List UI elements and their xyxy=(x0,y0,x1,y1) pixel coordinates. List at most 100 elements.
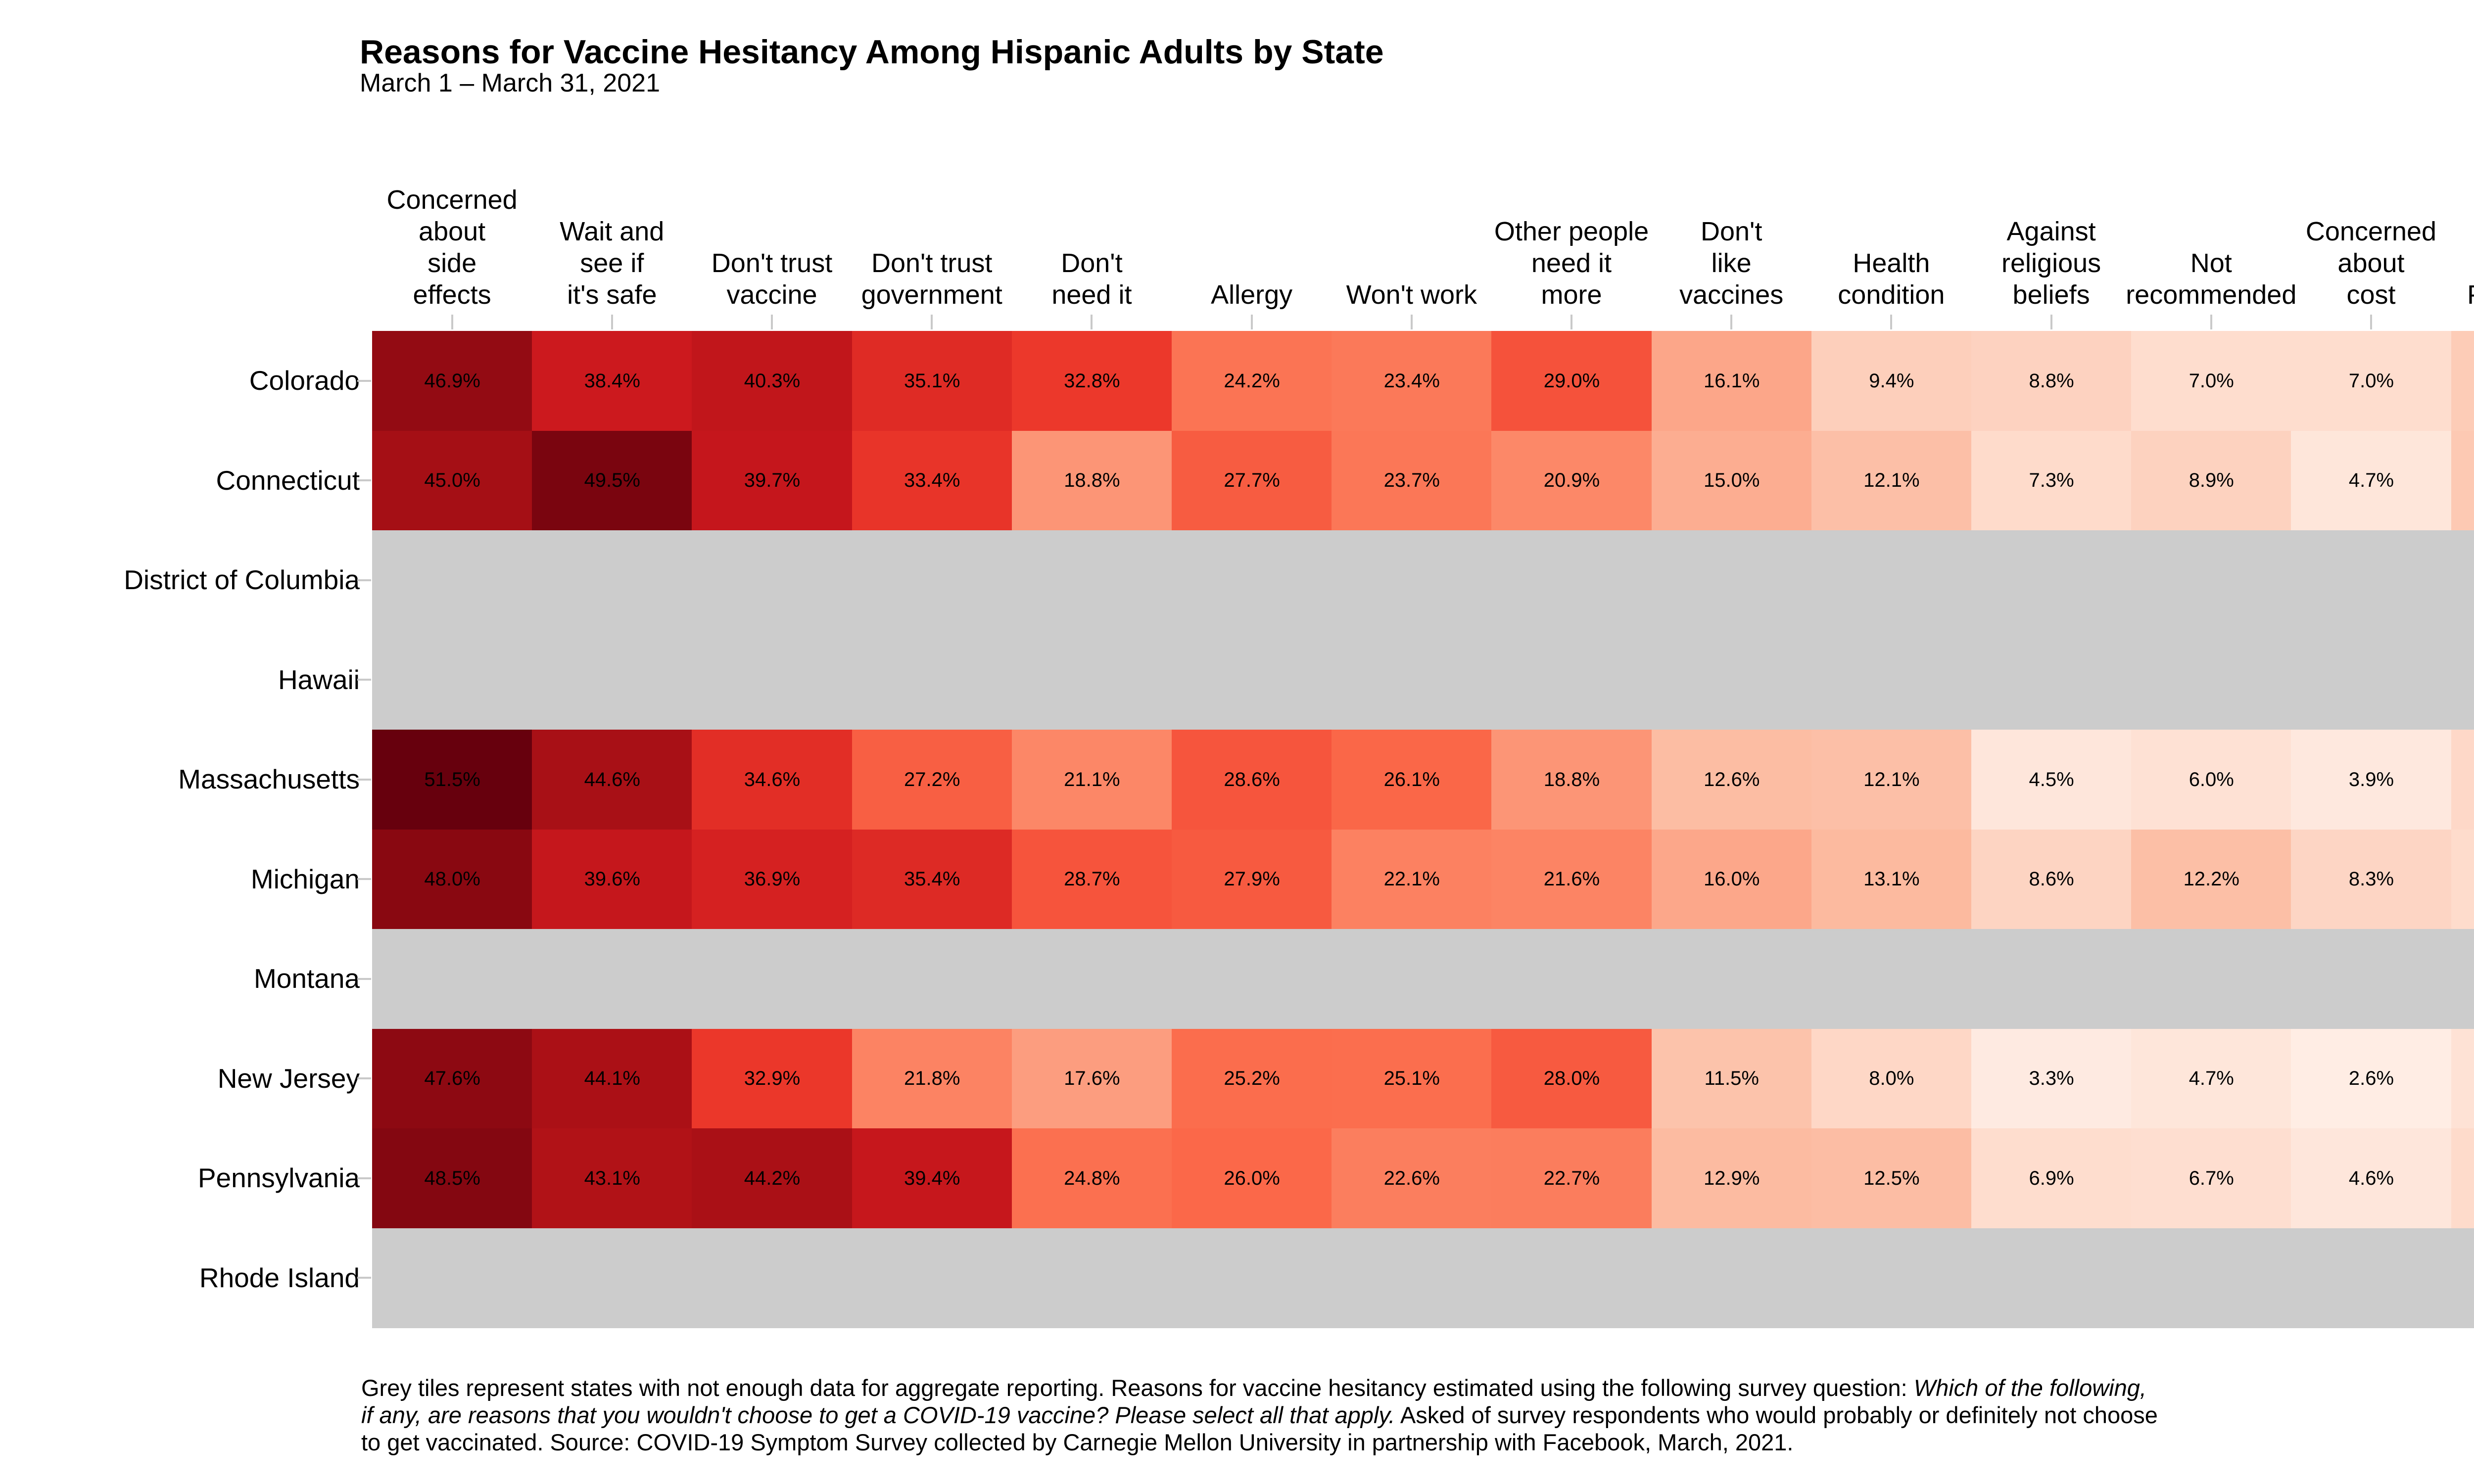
heatmap-cell: 7.0% xyxy=(2291,331,2452,431)
heatmap-cell xyxy=(2131,929,2292,1029)
heatmap-cell: 12.9% xyxy=(1651,1128,1812,1229)
heatmap-cell xyxy=(1811,630,1972,730)
heatmap-cell: 36.9% xyxy=(692,829,853,929)
heatmap-cell: 22.7% xyxy=(1491,1128,1652,1229)
row-label: Montana xyxy=(253,963,360,994)
heatmap-cell: 24.8% xyxy=(1011,1128,1172,1229)
heatmap-cell xyxy=(1651,530,1812,631)
column-header: Don't like vaccines xyxy=(1679,217,1784,310)
top-axis-tick xyxy=(1250,315,1253,329)
row-label: Massachusetts xyxy=(178,764,360,794)
heatmap-cell xyxy=(1651,630,1812,730)
heatmap-cell: 6.0% xyxy=(2131,730,2292,830)
heatmap-cell: 4.6% xyxy=(2291,1128,2452,1229)
heatmap-cell xyxy=(372,929,533,1029)
heatmap-cell xyxy=(2131,1228,2292,1328)
heatmap-cell xyxy=(532,929,693,1029)
heatmap-cell xyxy=(1172,530,1332,631)
heatmap-cell xyxy=(2291,530,2452,631)
heatmap-cell xyxy=(1011,630,1172,730)
heatmap-cell xyxy=(2451,929,2474,1029)
left-axis-tick xyxy=(357,1077,371,1080)
heatmap-cell: 18.8% xyxy=(1491,730,1652,830)
top-axis-tick xyxy=(1730,315,1733,329)
left-axis-tick xyxy=(357,778,371,781)
heatmap-cell xyxy=(372,530,533,631)
heatmap-cell: 39.7% xyxy=(692,430,853,531)
heatmap-cell xyxy=(1971,630,2132,730)
heatmap-cell xyxy=(1651,929,1812,1029)
top-axis-tick xyxy=(771,315,773,329)
heatmap-cell: 48.5% xyxy=(372,1128,533,1229)
chart-subtitle: March 1 – March 31, 2021 xyxy=(360,69,660,97)
heatmap-cell xyxy=(2131,530,2292,631)
footnote-question-text: if any, are reasons that you wouldn't ch… xyxy=(361,1402,1395,1428)
heatmap-cell: 6.9% xyxy=(1971,1128,2132,1229)
top-axis-tick xyxy=(1091,315,1093,329)
heatmap-cell: 28.0% xyxy=(1491,1028,1652,1129)
heatmap-cell xyxy=(1971,929,2132,1029)
heatmap-cell: 25.2% xyxy=(1172,1028,1332,1129)
column-header: Not recommended xyxy=(2126,248,2297,310)
heatmap-cell: 21.6% xyxy=(1491,829,1652,929)
left-axis-tick xyxy=(357,977,371,980)
heatmap-cell: 44.1% xyxy=(532,1028,693,1129)
heatmap-cell: 7.3% xyxy=(2451,1128,2474,1229)
heatmap-cell xyxy=(532,1228,693,1328)
heatmap-cell: 7.3% xyxy=(1971,430,2132,531)
heatmap-cell xyxy=(1811,929,1972,1029)
heatmap-cell: 22.1% xyxy=(1332,829,1492,929)
chart-title: Reasons for Vaccine Hesitancy Among Hisp… xyxy=(360,33,1384,71)
heatmap-cell: 12.1% xyxy=(1811,730,1972,830)
heatmap-cell: 3.9% xyxy=(2291,730,2452,830)
column-header: Don't need it xyxy=(1051,248,1132,310)
column-header: Won't work xyxy=(1346,280,1477,310)
heatmap-cell xyxy=(1172,929,1332,1029)
row-label: Connecticut xyxy=(216,464,360,496)
heatmap-cell: 27.9% xyxy=(1172,829,1332,929)
heatmap-cell: 33.4% xyxy=(852,430,1012,531)
top-axis-tick xyxy=(931,315,933,329)
heatmap-cell: 12.2% xyxy=(2131,829,2292,929)
heatmap-cell: 26.1% xyxy=(1332,730,1492,830)
heatmap-cell: 3.3% xyxy=(1971,1028,2132,1129)
heatmap-cell: 51.5% xyxy=(372,730,533,830)
column-header: Pregnancy xyxy=(2427,279,2474,311)
heatmap-cell: 43.1% xyxy=(532,1128,693,1229)
heatmap-cell: 8.8% xyxy=(1971,331,2132,431)
heatmap-cell: 29.0% xyxy=(1491,331,1652,431)
heatmap-cell xyxy=(852,630,1012,730)
heatmap-cell: 39.4% xyxy=(852,1128,1012,1229)
heatmap-cell xyxy=(1332,530,1492,631)
top-axis-tick xyxy=(2210,315,2212,329)
left-axis-tick xyxy=(357,1177,371,1179)
heatmap-cell xyxy=(692,530,853,631)
footnote-line: if any, are reasons that you wouldn't ch… xyxy=(361,1401,2158,1429)
heatmap-cell: 23.7% xyxy=(1332,430,1492,531)
heatmap-cell: 35.1% xyxy=(852,331,1012,431)
heatmap-cell xyxy=(1491,630,1652,730)
heatmap-cell xyxy=(852,1228,1012,1328)
heatmap-cell: 12.1% xyxy=(1811,430,1972,531)
heatmap-cell xyxy=(692,929,853,1029)
column-header: Wait and see if it's safe xyxy=(560,217,665,310)
top-axis-tick xyxy=(1890,315,1893,329)
heatmap-cell xyxy=(1172,1228,1332,1328)
top-axis-tick xyxy=(2050,315,2052,329)
footnote-question-text: Which of the following, xyxy=(1913,1375,2146,1401)
heatmap-cell: 32.8% xyxy=(1011,331,1172,431)
heatmap-cell: 8.6% xyxy=(1971,829,2132,929)
row-label: Rhode Island xyxy=(199,1262,360,1293)
heatmap-cell: 8.3% xyxy=(2291,829,2452,929)
heatmap-cell: 35.4% xyxy=(852,829,1012,929)
heatmap-cell xyxy=(1491,530,1652,631)
footnote-text: to get vaccinated. Source: COVID-19 Symp… xyxy=(361,1429,1794,1455)
heatmap-cell xyxy=(2451,1228,2474,1328)
column-header: Don't trust vaccine xyxy=(711,248,833,310)
heatmap-cell: 39.6% xyxy=(532,829,693,929)
heatmap-cell xyxy=(1011,929,1172,1029)
heatmap-cell: 8.0% xyxy=(1811,1028,1972,1129)
heatmap-cell: 47.6% xyxy=(372,1028,533,1129)
heatmap-cell: 10.0% xyxy=(2451,331,2474,431)
heatmap-cell: 12.5% xyxy=(1811,1128,1972,1229)
